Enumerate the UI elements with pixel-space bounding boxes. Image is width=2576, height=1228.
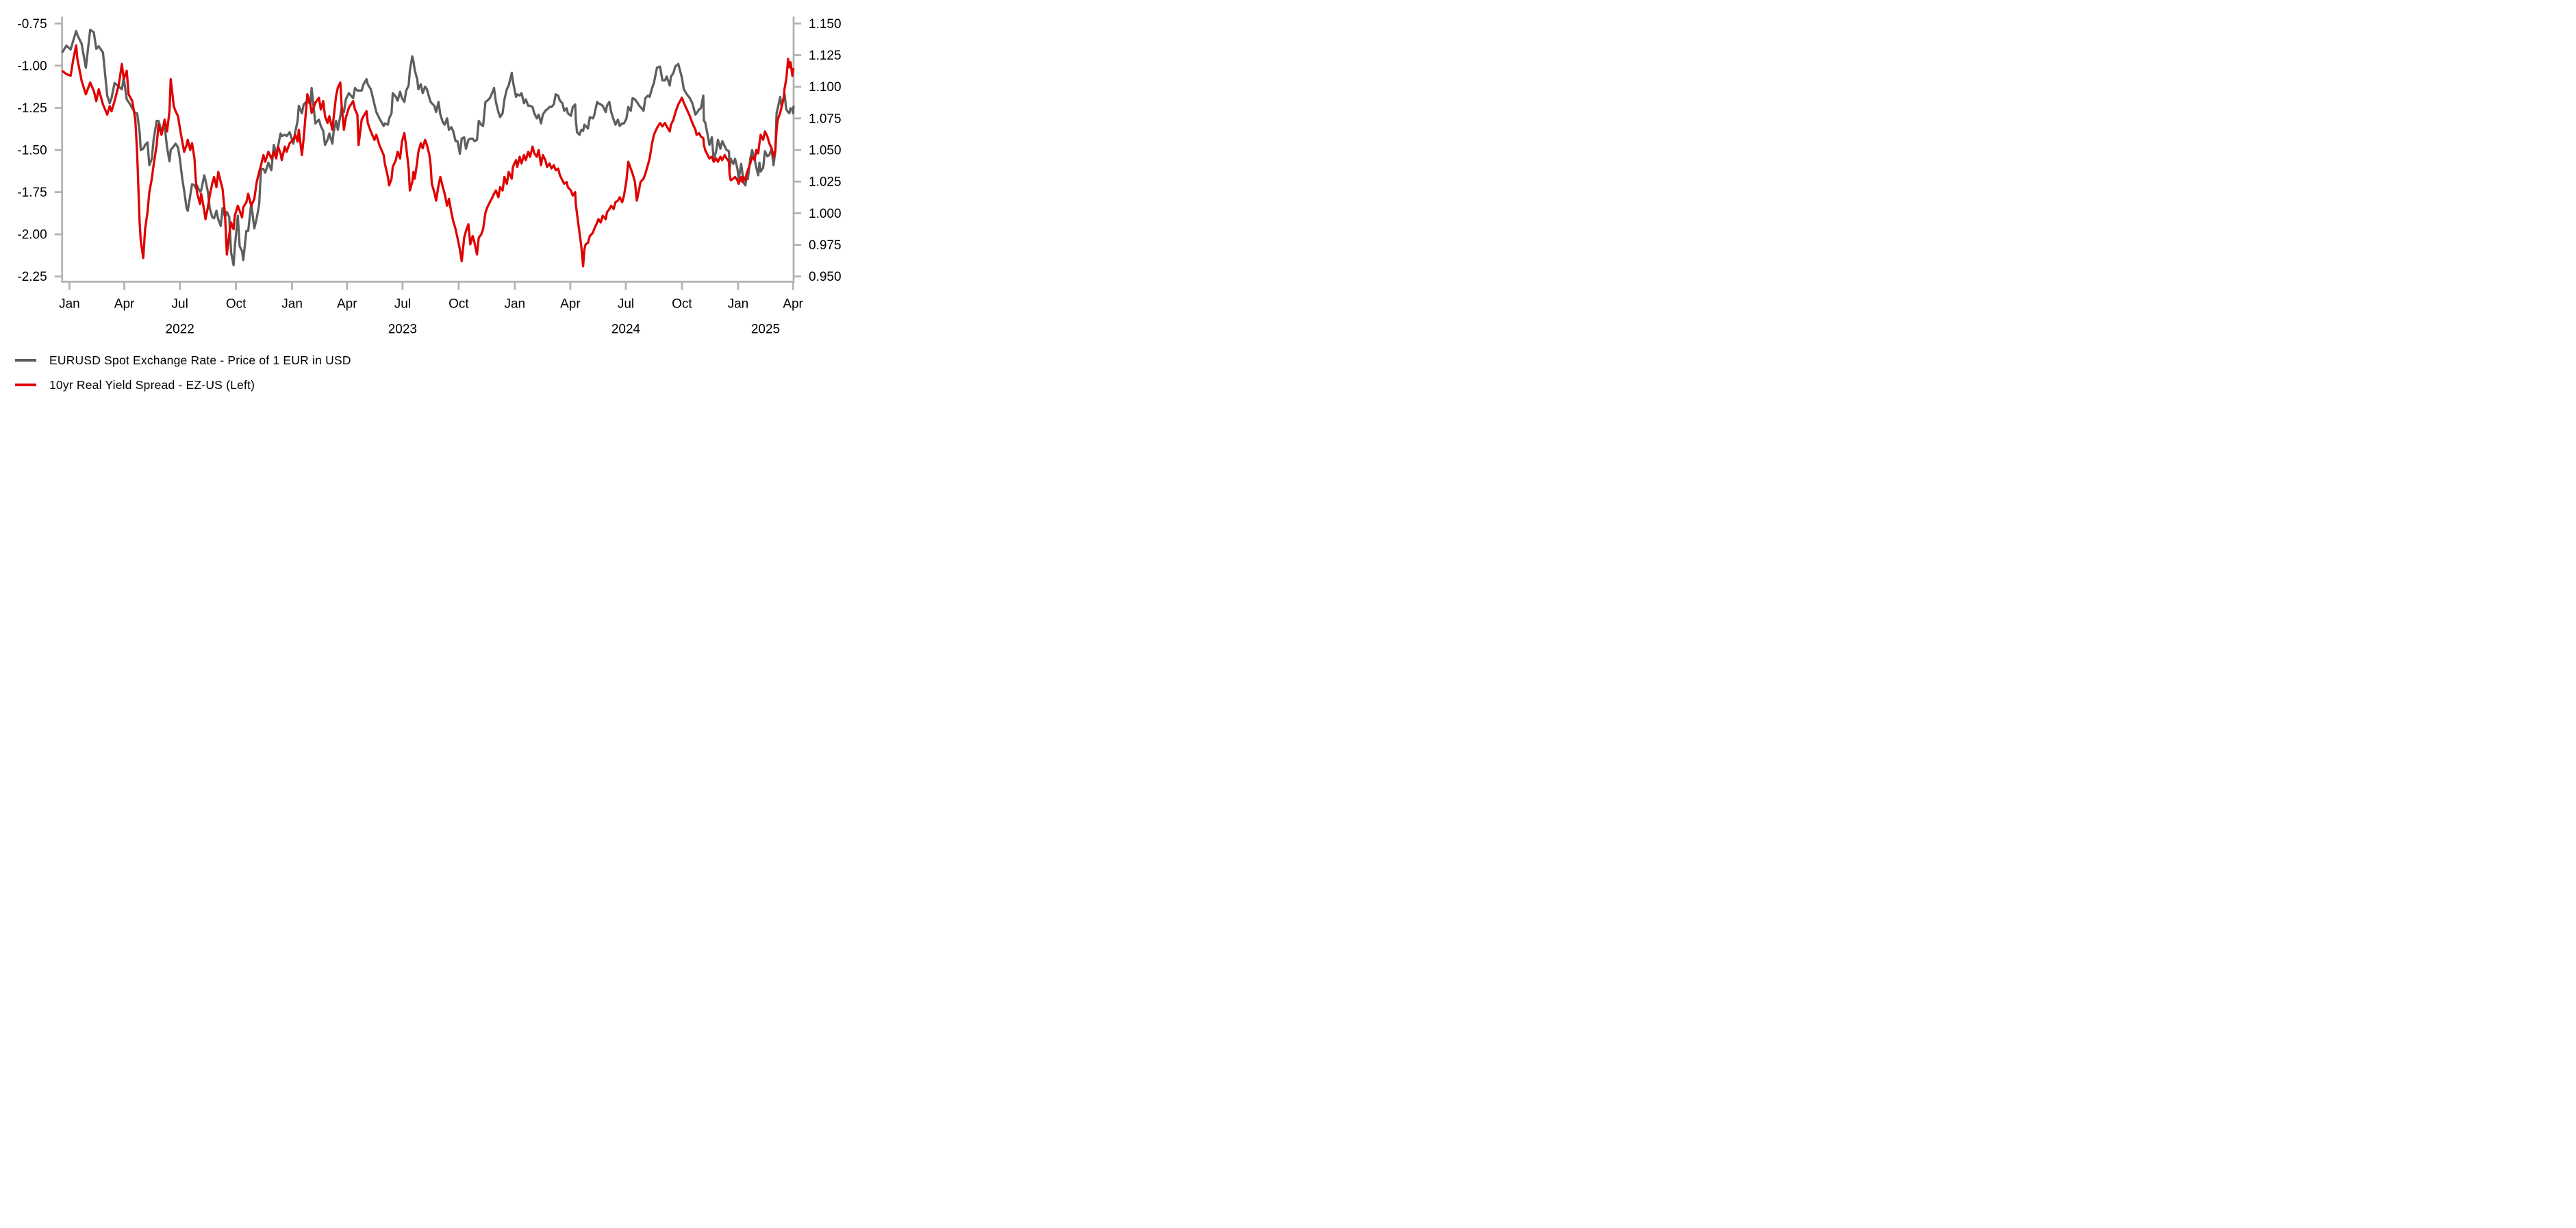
y-right-tick-label: 1.025 (809, 175, 842, 190)
y-right-tick-label: 1.050 (809, 144, 842, 158)
y-left-tick-label: -1.00 (17, 59, 47, 73)
y-right-tick-label: 1.000 (809, 207, 842, 221)
x-month-tick-label: Jan (504, 297, 525, 311)
x-month-tick-label: Jan (59, 297, 80, 311)
series-layer (61, 28, 795, 268)
x-month-tick-label: Apr (783, 297, 803, 311)
legend-label-spread: 10yr Real Yield Spread - EZ-US (Left) (49, 377, 255, 392)
legend: EURUSD Spot Exchange Rate - Price of 1 E… (15, 348, 351, 397)
x-month-tick-label: Jan (728, 297, 749, 311)
eurusd-line (61, 28, 795, 266)
x-year-label: 2024 (611, 322, 641, 336)
x-month-tick-label: Apr (337, 297, 357, 311)
x-year-label: 2023 (388, 322, 417, 336)
dual-axis-line-chart: -0.75 -1.00 -1.25 -1.50 -1.75 -2.00 -2.25 1.150… (17, 16, 842, 336)
legend-label-eurusd: EURUSD Spot Exchange Rate - Price of 1 E… (49, 353, 351, 367)
axes-layer: -0.75 -1.00 -1.25 -1.50 -1.75 -2.00 -2.25 1.150… (17, 16, 842, 336)
eurusd-line-swatch (15, 359, 36, 362)
y-right-tick-label: 1.100 (809, 80, 842, 95)
legend-item-spread: 10yr Real Yield Spread - EZ-US (Left) (15, 373, 351, 397)
x-month-tick-label: Oct (226, 297, 247, 311)
spread-line-swatch (15, 384, 36, 386)
x-month-tick-label: Jan (281, 297, 303, 311)
y-left-tick-label: -1.75 (17, 186, 47, 200)
y-left-tick-label: -1.50 (17, 144, 47, 158)
x-month-tick-label: Apr (560, 297, 581, 311)
y-right-tick-label: 0.975 (809, 238, 842, 253)
y-left-tick-label: -2.00 (17, 228, 47, 242)
legend-item-eurusd: EURUSD Spot Exchange Rate - Price of 1 E… (15, 348, 351, 373)
x-month-tick-label: Oct (449, 297, 469, 311)
y-right-tick-label: 0.950 (809, 270, 842, 284)
x-month-tick-label: Apr (114, 297, 135, 311)
chart-container: -0.75 -1.00 -1.25 -1.50 -1.75 -2.00 -2.25 1.150… (0, 0, 859, 410)
y-left-tick-label: -2.25 (17, 270, 47, 284)
x-month-tick-label: Oct (672, 297, 692, 311)
x-month-tick-label: Jul (618, 297, 634, 311)
x-month-tick-label: Jul (172, 297, 188, 311)
y-right-tick-label: 1.150 (809, 17, 842, 32)
x-year-label: 2025 (751, 322, 780, 336)
y-right-tick-label: 1.075 (809, 112, 842, 126)
y-left-tick-label: -0.75 (17, 17, 47, 32)
x-month-tick-label: Jul (394, 297, 411, 311)
y-left-tick-label: -1.25 (17, 101, 47, 116)
x-year-label: 2022 (166, 322, 194, 336)
real-yield-spread-line (61, 44, 795, 268)
y-right-tick-label: 1.125 (809, 49, 842, 63)
